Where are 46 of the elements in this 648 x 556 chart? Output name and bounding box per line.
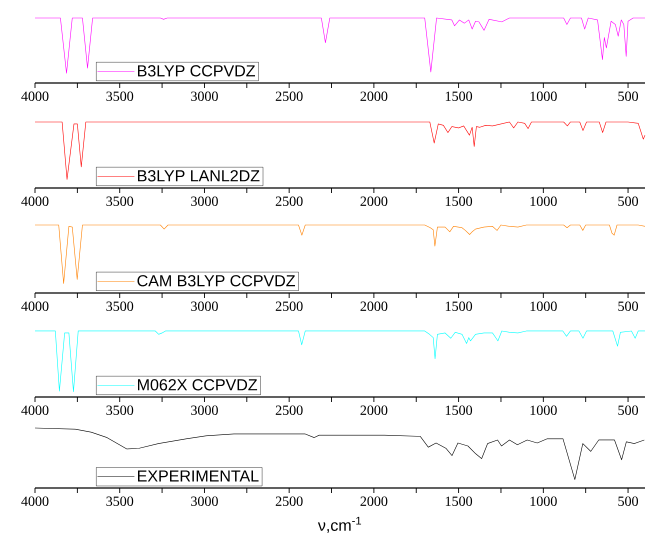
x-tick-label: 2000 [360,302,388,311]
x-tick-label: 3000 [191,406,218,415]
x-tick-label: 2000 [360,92,388,101]
x-tick-label: 2000 [360,496,388,506]
x-tick-label: 3000 [191,302,218,311]
x-tick-label: 3500 [106,406,134,415]
x-tick-label: 3000 [191,196,218,206]
x-tick-label: 4000 [21,92,48,101]
x-tick-label: 500 [618,406,638,415]
x-tick-label: 2500 [276,196,303,206]
x-tick-label: 3500 [106,196,134,206]
legend-label: CAM B3LYP CCPVDZ [138,275,296,286]
legend-label: EXPERIMENTAL [138,470,259,482]
x-tick-label: 1500 [446,406,472,415]
x-axis-title: ν,cm$^{-1}$ [318,516,362,533]
x-tick-label: 3500 [106,496,134,506]
x-tick-label: 4000 [21,406,48,415]
x-tick-label: 1500 [446,496,472,506]
x-tick-label: 2000 [360,406,388,415]
legend-label: B3LYP LANL2DZ [138,170,260,182]
x-tick-label: 4000 [21,196,48,206]
legend-label: B3LYP CCPVDZ [138,65,256,76]
x-tick-label: 3000 [191,496,218,506]
x-tick-label: 500 [618,196,638,206]
x-tick-label: 2500 [276,406,303,415]
x-tick-label: 2500 [276,92,303,101]
x-tick-label: 4000 [21,496,48,506]
x-tick-label: 1000 [530,302,557,311]
x-tick-label: 2500 [276,496,303,506]
x-tick-label: 2500 [276,302,303,311]
x-tick-label: 500 [618,302,638,311]
x-tick-label: 4000 [21,302,48,311]
x-tick-label: 3000 [191,92,218,101]
x-tick-label: 3500 [106,92,134,101]
x-tick-label: 1000 [530,496,557,506]
x-tick-label: 500 [618,496,638,506]
x-tick-label: 500 [618,92,638,101]
x-tick-label: 1500 [446,302,472,311]
x-tick-label: 1500 [446,196,472,206]
x-tick-label: 2000 [360,196,388,206]
x-tick-label: 1500 [446,92,472,101]
x-tick-label: 1000 [530,406,557,415]
x-tick-label: 3500 [106,302,134,311]
x-tick-label: 1000 [530,196,557,206]
x-tick-label: 1000 [530,92,557,101]
legend-label: M062X CCPVDZ [138,379,258,390]
